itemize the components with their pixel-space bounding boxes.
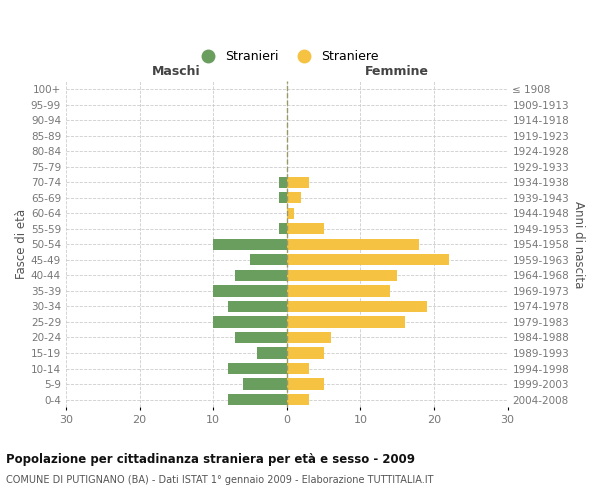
Bar	[235, 270, 287, 281]
Bar	[287, 348, 323, 358]
Legend: Stranieri, Straniere: Stranieri, Straniere	[190, 45, 383, 68]
Bar	[213, 316, 287, 328]
Y-axis label: Anni di nascita: Anni di nascita	[572, 200, 585, 288]
Bar	[242, 378, 287, 390]
Text: COMUNE DI PUTIGNANO (BA) - Dati ISTAT 1° gennaio 2009 - Elaborazione TUTTITALIA.: COMUNE DI PUTIGNANO (BA) - Dati ISTAT 1°…	[6, 475, 433, 485]
Bar	[287, 378, 323, 390]
Bar	[228, 301, 287, 312]
Bar	[287, 286, 390, 296]
Bar	[280, 192, 287, 203]
Bar	[213, 238, 287, 250]
Bar	[228, 394, 287, 405]
Bar	[287, 270, 397, 281]
Bar	[213, 286, 287, 296]
Bar	[287, 208, 294, 219]
Text: Maschi: Maschi	[152, 65, 200, 78]
Bar	[235, 332, 287, 343]
Bar	[287, 223, 323, 234]
Bar	[287, 254, 449, 266]
Bar	[287, 316, 404, 328]
Bar	[228, 363, 287, 374]
Bar	[287, 238, 419, 250]
Bar	[280, 223, 287, 234]
Text: Femmine: Femmine	[365, 65, 429, 78]
Bar	[287, 176, 309, 188]
Bar	[287, 192, 301, 203]
Y-axis label: Fasce di età: Fasce di età	[15, 210, 28, 280]
Bar	[287, 394, 309, 405]
Text: Popolazione per cittadinanza straniera per età e sesso - 2009: Popolazione per cittadinanza straniera p…	[6, 452, 415, 466]
Bar	[257, 348, 287, 358]
Bar	[287, 301, 427, 312]
Bar	[250, 254, 287, 266]
Bar	[280, 176, 287, 188]
Bar	[287, 363, 309, 374]
Bar	[287, 332, 331, 343]
